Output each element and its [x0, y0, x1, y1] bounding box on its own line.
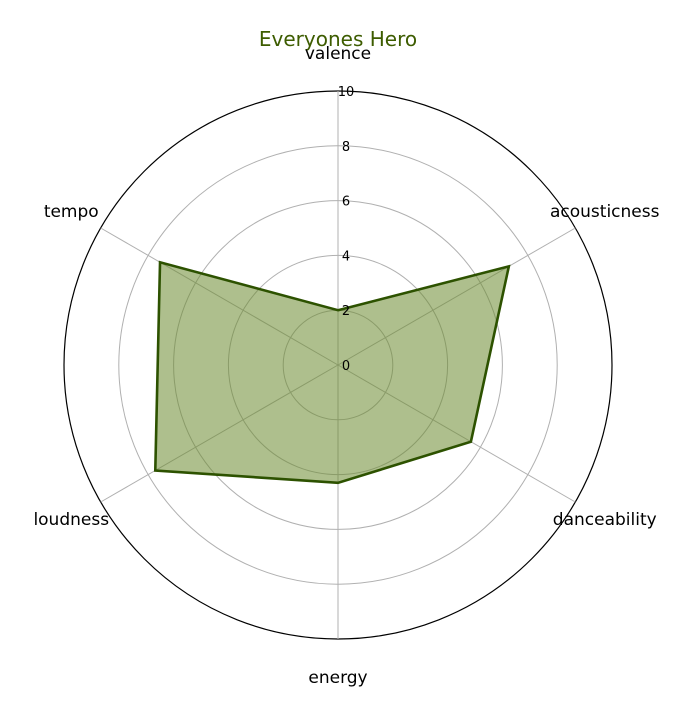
series-area [153, 260, 511, 485]
r-tick-label: 0 [342, 359, 350, 374]
r-tick-label: 2 [342, 304, 350, 319]
category-label-energy: energy [308, 668, 367, 688]
category-label-loudness: loudness [33, 510, 109, 530]
tick-layer: 0 2 4 6 8 10 [338, 85, 355, 374]
r-tick-label: 8 [342, 140, 350, 155]
data-layer [153, 260, 511, 485]
category-label-valence: valence [305, 44, 371, 64]
category-label-danceability: danceability [553, 510, 657, 530]
category-label-acousticness: acousticness [550, 202, 660, 222]
r-tick-label: 10 [338, 85, 355, 100]
r-tick-label: 4 [342, 249, 350, 264]
category-label-tempo: tempo [44, 202, 99, 222]
category-label-layer: valence acousticness danceability energy lou… [33, 44, 659, 688]
r-tick-label: 6 [342, 195, 350, 210]
chart-title: Everyones Hero [259, 27, 417, 51]
